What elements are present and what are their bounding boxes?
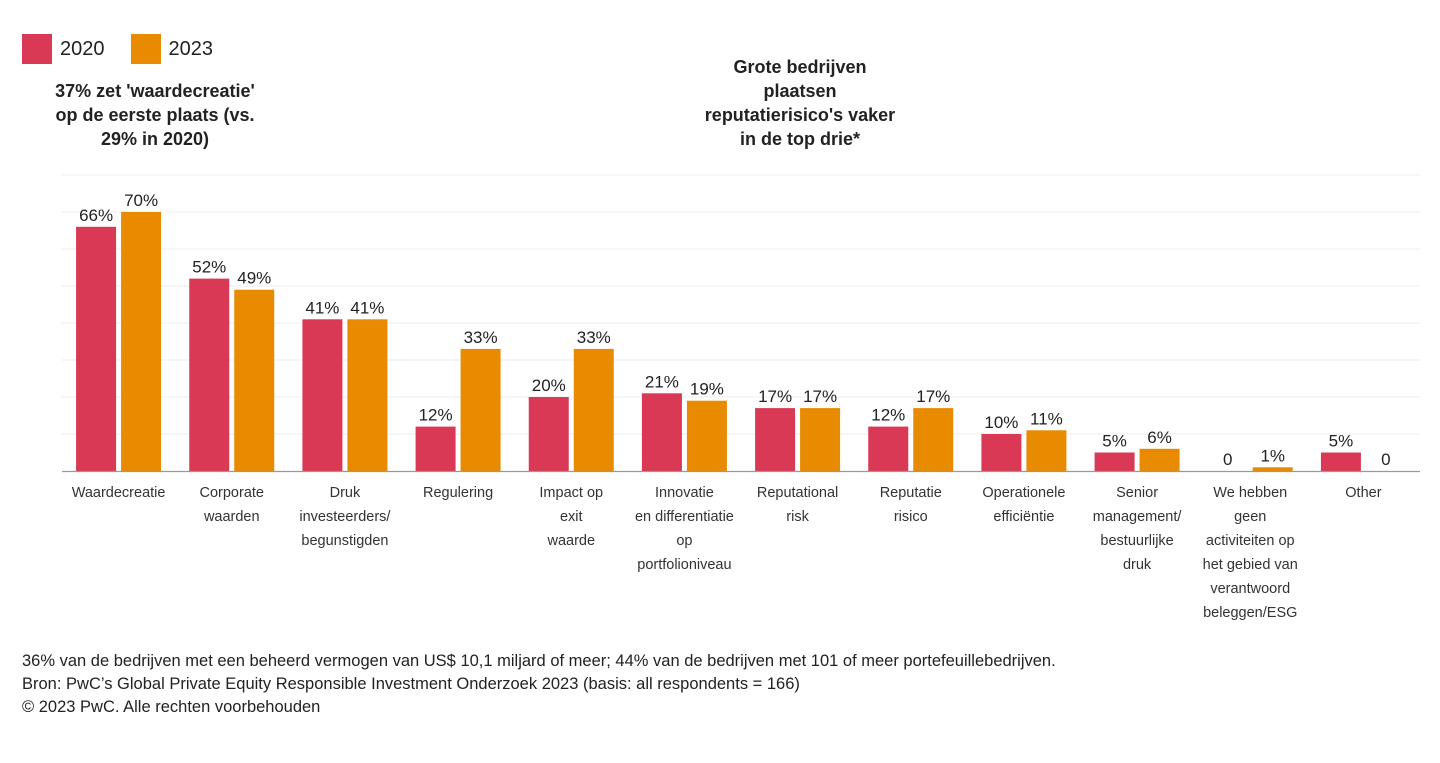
data-label-2023: 70% <box>124 191 158 210</box>
category-label: efficiëntie <box>993 509 1054 525</box>
data-label-2020: 10% <box>984 413 1018 432</box>
bar-2023 <box>1139 448 1180 471</box>
category-label: beleggen/ESG <box>1203 605 1297 621</box>
data-label-2020: 21% <box>645 372 679 391</box>
data-label-2020: 12% <box>419 406 453 425</box>
bar-2023 <box>573 348 614 471</box>
legend-swatch-2020 <box>22 34 52 64</box>
bar-2023 <box>121 212 162 471</box>
bar-2020 <box>868 426 909 471</box>
bar-2020 <box>189 278 230 471</box>
category-label: exit <box>560 509 583 525</box>
bar-2020 <box>755 408 796 471</box>
category-label: verantwoord <box>1210 581 1290 597</box>
data-label-2023: 17% <box>916 387 950 406</box>
category-label: investeerders/ <box>299 509 391 525</box>
annotation-line: in de top drie* <box>739 129 860 149</box>
data-label-2020: 52% <box>192 258 226 277</box>
data-label-2023: 19% <box>690 380 724 399</box>
data-label-2020: 20% <box>532 376 566 395</box>
annotation-line: plaatsen <box>763 81 837 101</box>
annotation-line: op de eerste plaats (vs. <box>55 105 255 125</box>
legend-swatch-2023 <box>130 34 161 64</box>
category-label: bestuurlijke <box>1100 533 1173 549</box>
category-label: druk <box>1123 557 1152 573</box>
category-label: begunstigden <box>301 533 388 549</box>
category-label: waarde <box>546 533 595 549</box>
data-label-2023: 33% <box>577 328 611 347</box>
data-label-2023: 0 <box>1381 450 1390 469</box>
category-label: Corporate <box>200 485 264 501</box>
data-label-2020: 41% <box>305 298 339 317</box>
legend-item-2023: 2023 <box>130 34 214 64</box>
category-label: geen <box>1234 509 1266 525</box>
category-label: Operationele <box>982 485 1065 501</box>
category-label: en differentiatie <box>635 509 734 525</box>
bar-2020 <box>1320 452 1361 471</box>
data-label-2020: 0 <box>1223 450 1232 469</box>
bar-2020 <box>415 426 456 471</box>
data-label-2023: 1% <box>1260 446 1285 465</box>
bar-2020 <box>641 393 682 471</box>
data-label-2020: 5% <box>1329 432 1354 451</box>
bar-2023 <box>234 289 275 471</box>
category-label: portfolioniveau <box>637 557 731 573</box>
annotation-waardecreatie: 37% zet 'waardecreatie' op de eerste pla… <box>15 79 295 151</box>
category-label: het gebied van <box>1203 557 1298 573</box>
category-label: Waardecreatie <box>72 485 166 501</box>
bar-2020 <box>528 397 569 471</box>
bar-2020 <box>1094 452 1135 471</box>
category-label: We hebben <box>1213 485 1287 501</box>
data-label-2023: 6% <box>1147 428 1172 447</box>
footer-copyright: © 2023 PwC. Alle rechten voorbehouden <box>22 698 321 716</box>
data-label-2020: 66% <box>79 206 113 225</box>
bar-2023 <box>1252 467 1293 471</box>
bar-2023 <box>347 319 388 471</box>
bar-2023 <box>800 408 841 471</box>
annotation-line: Grote bedrijven <box>733 57 867 77</box>
legend-label-2020: 2020 <box>60 37 105 60</box>
data-label-2023: 49% <box>237 269 271 288</box>
category-label: risico <box>894 509 928 525</box>
bar-2020 <box>302 319 343 471</box>
bar-2023 <box>1026 430 1067 471</box>
category-label: op <box>676 533 692 549</box>
chart-footer: 36% van de bedrijven met een beheerd ver… <box>22 650 1056 719</box>
annotation-line: reputatierisico's vaker <box>704 105 896 125</box>
category-label: Druk <box>330 485 361 501</box>
category-label: waarden <box>203 509 260 525</box>
category-label: risk <box>786 509 809 525</box>
category-label: Reputatie <box>880 485 942 501</box>
data-label-2023: 41% <box>350 298 384 317</box>
data-label-2023: 11% <box>1030 409 1063 428</box>
chart-legend: 2020 2023 <box>22 34 239 64</box>
data-label-2020: 5% <box>1102 432 1127 451</box>
annotation-line: 37% zet 'waardecreatie' <box>55 81 255 101</box>
category-label: activiteiten op <box>1206 533 1295 549</box>
footer-source: Bron: PwC’s Global Private Equity Respon… <box>22 675 800 693</box>
category-label: Innovatie <box>655 485 714 501</box>
category-label: Impact op <box>539 485 603 501</box>
annotation-line: 29% in 2020) <box>100 129 210 149</box>
category-label: Reputational <box>757 485 838 501</box>
bar-2023 <box>460 348 501 471</box>
legend-item-2020: 2020 <box>22 34 105 64</box>
annotation-grote-bedrijven: Grote bedrijven plaatsen reputatierisico… <box>660 55 940 151</box>
bar-2020 <box>76 226 117 471</box>
bar-2023 <box>686 400 727 471</box>
category-label: management/ <box>1093 509 1183 525</box>
category-label: Senior <box>1116 485 1158 501</box>
footer-note: 36% van de bedrijven met een beheerd ver… <box>22 652 1056 670</box>
bar-2023 <box>913 408 954 471</box>
data-label-2020: 12% <box>871 406 905 425</box>
data-label-2023: 33% <box>464 328 498 347</box>
category-label: Other <box>1345 485 1381 501</box>
data-label-2020: 17% <box>758 387 792 406</box>
bar-2020 <box>981 434 1022 471</box>
category-label: Regulering <box>423 485 493 501</box>
data-label-2023: 17% <box>803 387 837 406</box>
legend-label-2023: 2023 <box>168 37 214 60</box>
